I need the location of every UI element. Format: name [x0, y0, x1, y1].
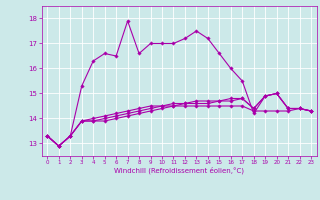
X-axis label: Windchill (Refroidissement éolien,°C): Windchill (Refroidissement éolien,°C): [114, 167, 244, 174]
